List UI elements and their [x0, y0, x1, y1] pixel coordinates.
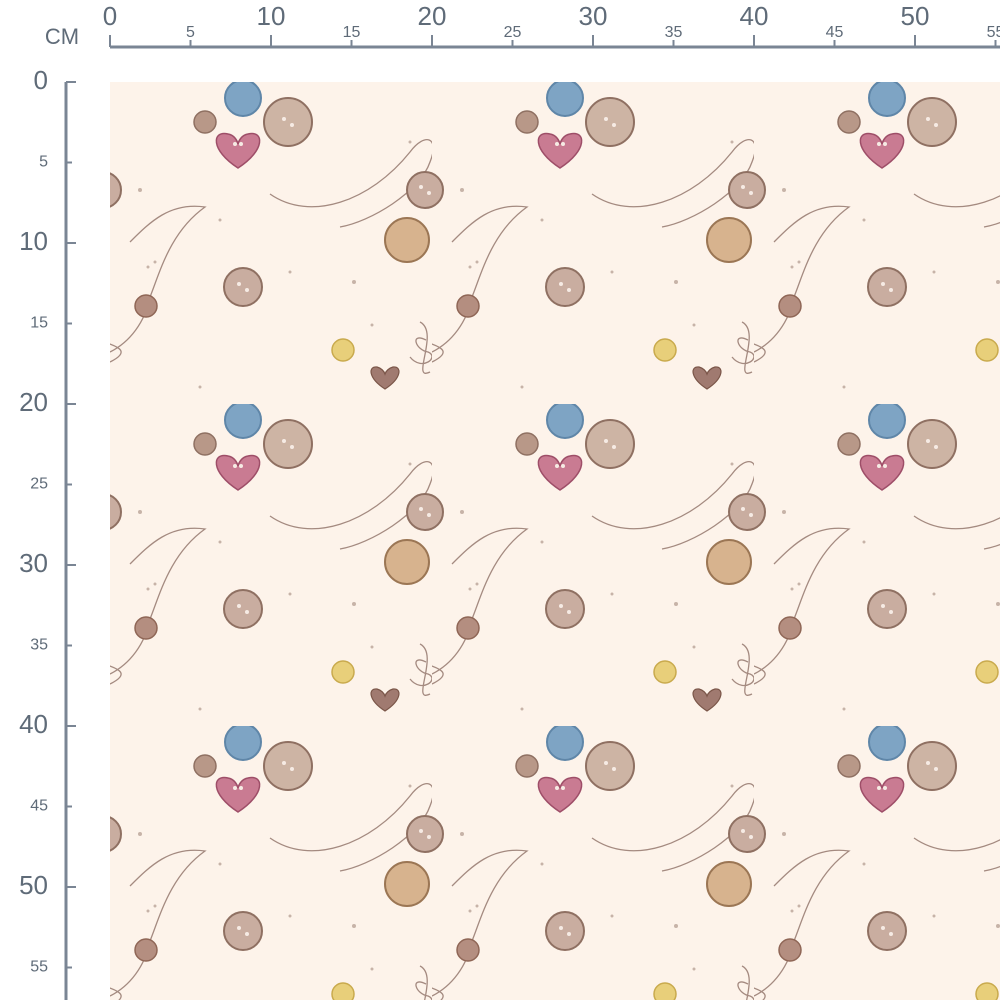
top-ruler-label: 30	[579, 1, 608, 31]
top-ruler-label: 45	[826, 24, 844, 41]
fabric-pattern	[110, 82, 1000, 1000]
left-ruler-label: 25	[30, 476, 48, 493]
top-ruler-label: 15	[343, 24, 361, 41]
left-ruler-label: 0	[34, 65, 48, 95]
ruler-ticks: 0 5 10 15 20 25 30 35 40 45 50 55 0 5 10 15 20 25 30 35 40 45…	[19, 1, 1000, 976]
top-ruler-label: 35	[665, 24, 683, 41]
left-ruler-label: 10	[19, 226, 48, 256]
left-ruler-label: 45	[30, 798, 48, 815]
left-ruler-label: 30	[19, 548, 48, 578]
top-ruler-label: 40	[740, 1, 769, 31]
top-ruler-label: 0	[103, 1, 117, 31]
top-ruler-label: 25	[504, 24, 522, 41]
left-ruler-label: 5	[39, 154, 48, 171]
left-ruler-label: 20	[19, 387, 48, 417]
top-ruler-label: 5	[186, 24, 195, 41]
left-ruler-label: 35	[30, 637, 48, 654]
left-ruler-label: 55	[30, 959, 48, 976]
left-ruler-label: 40	[19, 709, 48, 739]
unit-label: CM	[45, 24, 79, 49]
top-ruler-label: 20	[418, 1, 447, 31]
left-ruler-label: 50	[19, 870, 48, 900]
top-ruler-label: 10	[257, 1, 286, 31]
left-ruler-label: 15	[30, 315, 48, 332]
top-ruler-label: 50	[901, 1, 930, 31]
top-ruler-label: 55	[987, 24, 1000, 41]
